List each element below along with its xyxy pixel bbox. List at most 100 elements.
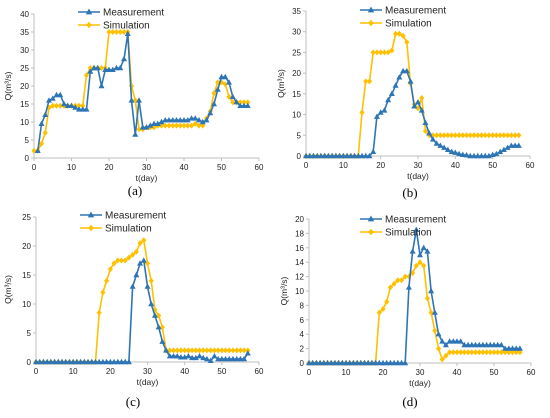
simulation-point xyxy=(381,49,387,56)
measurement-point xyxy=(411,103,418,109)
simulation-point xyxy=(461,349,467,356)
x-tick-label: 40 xyxy=(180,163,189,172)
simulation-point xyxy=(497,132,503,139)
y-tick-label: 30 xyxy=(292,28,301,37)
measurement-point xyxy=(87,68,94,74)
measurement-point xyxy=(46,97,52,103)
simulation-point xyxy=(449,132,455,139)
simulation-point xyxy=(424,295,430,302)
simulation-point xyxy=(121,29,127,35)
measurement-point xyxy=(163,347,170,353)
measurement-point xyxy=(207,109,214,116)
y-tick-label: 16 xyxy=(295,244,304,253)
measurement-point xyxy=(144,283,151,289)
chart-panel-b: 0 5 10 15 20 25 30 35 0 10 20 30 40 50 60 t(day) Q(m³/s)… xyxy=(276,6,535,201)
simulation-point xyxy=(463,132,470,139)
simulation-point xyxy=(185,347,191,354)
measurement-point xyxy=(417,251,423,258)
x-tick-label: 50 xyxy=(217,163,226,172)
x-tick-label: 0 xyxy=(307,368,312,377)
measurement-point xyxy=(233,99,240,105)
simulation-point xyxy=(222,81,228,88)
panel-label: (d) xyxy=(402,394,417,409)
y-axis-label: Q(m³/s) xyxy=(3,275,13,304)
measurement-point xyxy=(444,146,451,152)
measurement-point xyxy=(139,124,146,130)
legend-marker-icon xyxy=(368,228,374,236)
simulation-point xyxy=(428,309,434,316)
y-tick-label: 30 xyxy=(20,46,29,55)
simulation-point xyxy=(241,99,247,106)
simulation-point xyxy=(130,251,136,258)
measurement-point xyxy=(124,30,131,36)
simulation-point xyxy=(87,65,93,71)
x-tick-label: 10 xyxy=(69,367,78,376)
y-tick-label: 15 xyxy=(22,271,31,280)
simulation-point xyxy=(83,72,90,79)
simulation-point xyxy=(475,132,481,139)
measurement-point xyxy=(429,136,436,142)
x-tick-label: 30 xyxy=(142,163,151,172)
y-tick-label: 25 xyxy=(22,213,31,222)
legend-marker-icon xyxy=(367,6,375,13)
y-axis-label: Q(m³/s) xyxy=(3,71,13,100)
simulation-point xyxy=(113,29,120,35)
measurement-line xyxy=(306,70,519,157)
measurement-point xyxy=(137,260,144,266)
measurement-point xyxy=(497,148,504,155)
measurement-point xyxy=(442,341,449,348)
measurement-point xyxy=(244,102,251,108)
x-axis-label: t(day) xyxy=(137,377,159,387)
y-tick-label: 0 xyxy=(27,358,32,367)
simulation-point xyxy=(447,349,453,356)
measurement-point xyxy=(83,106,90,112)
measurement-point xyxy=(463,151,470,158)
measurement-point xyxy=(72,104,79,110)
legend-label-measurement: Measurement xyxy=(103,8,164,19)
y-tick-label: 20 xyxy=(20,82,29,91)
simulation-point xyxy=(391,280,397,287)
simulation-point xyxy=(482,132,488,139)
simulation-point xyxy=(122,257,128,264)
simulation-point xyxy=(469,349,475,356)
measurement-point xyxy=(129,283,136,289)
x-axis-label: t(day) xyxy=(407,171,429,181)
measurement-point xyxy=(174,353,181,359)
measurement-point xyxy=(196,353,203,359)
simulation-point xyxy=(376,309,382,316)
y-tick-label: 20 xyxy=(295,215,304,224)
measurement-point xyxy=(459,151,466,157)
measurement-point xyxy=(385,96,392,103)
measurement-point xyxy=(422,119,429,126)
simulation-point xyxy=(400,32,406,39)
simulation-point xyxy=(439,356,445,363)
y-tick-label: 5 xyxy=(25,136,30,145)
legend-marker-icon xyxy=(87,211,95,218)
simulation-point xyxy=(486,132,492,139)
simulation-point xyxy=(370,49,376,56)
simulation-point xyxy=(398,277,405,284)
measurement-point xyxy=(203,355,210,362)
legend-marker-icon xyxy=(367,215,375,222)
series-measurement xyxy=(303,67,522,159)
y-tick-label: 20 xyxy=(292,69,301,78)
simulation-point xyxy=(222,347,229,354)
simulation-point xyxy=(395,277,401,284)
simulation-point xyxy=(419,95,425,101)
measurement-point xyxy=(154,120,161,126)
x-tick-label: 20 xyxy=(379,368,388,377)
legend-marker-icon xyxy=(88,224,94,232)
simulation-point xyxy=(437,132,443,139)
measurement-point xyxy=(214,86,221,92)
measurement-point xyxy=(117,64,124,71)
measurement-point xyxy=(409,248,416,254)
simulation-point xyxy=(200,347,206,354)
measurement-point xyxy=(61,100,67,107)
measurement-point xyxy=(121,55,127,62)
x-tick-label: 30 xyxy=(414,161,423,170)
measurement-point xyxy=(452,149,459,155)
legend-label-measurement: Measurement xyxy=(105,211,166,222)
simulation-point xyxy=(219,347,225,354)
simulation-point xyxy=(432,327,438,334)
